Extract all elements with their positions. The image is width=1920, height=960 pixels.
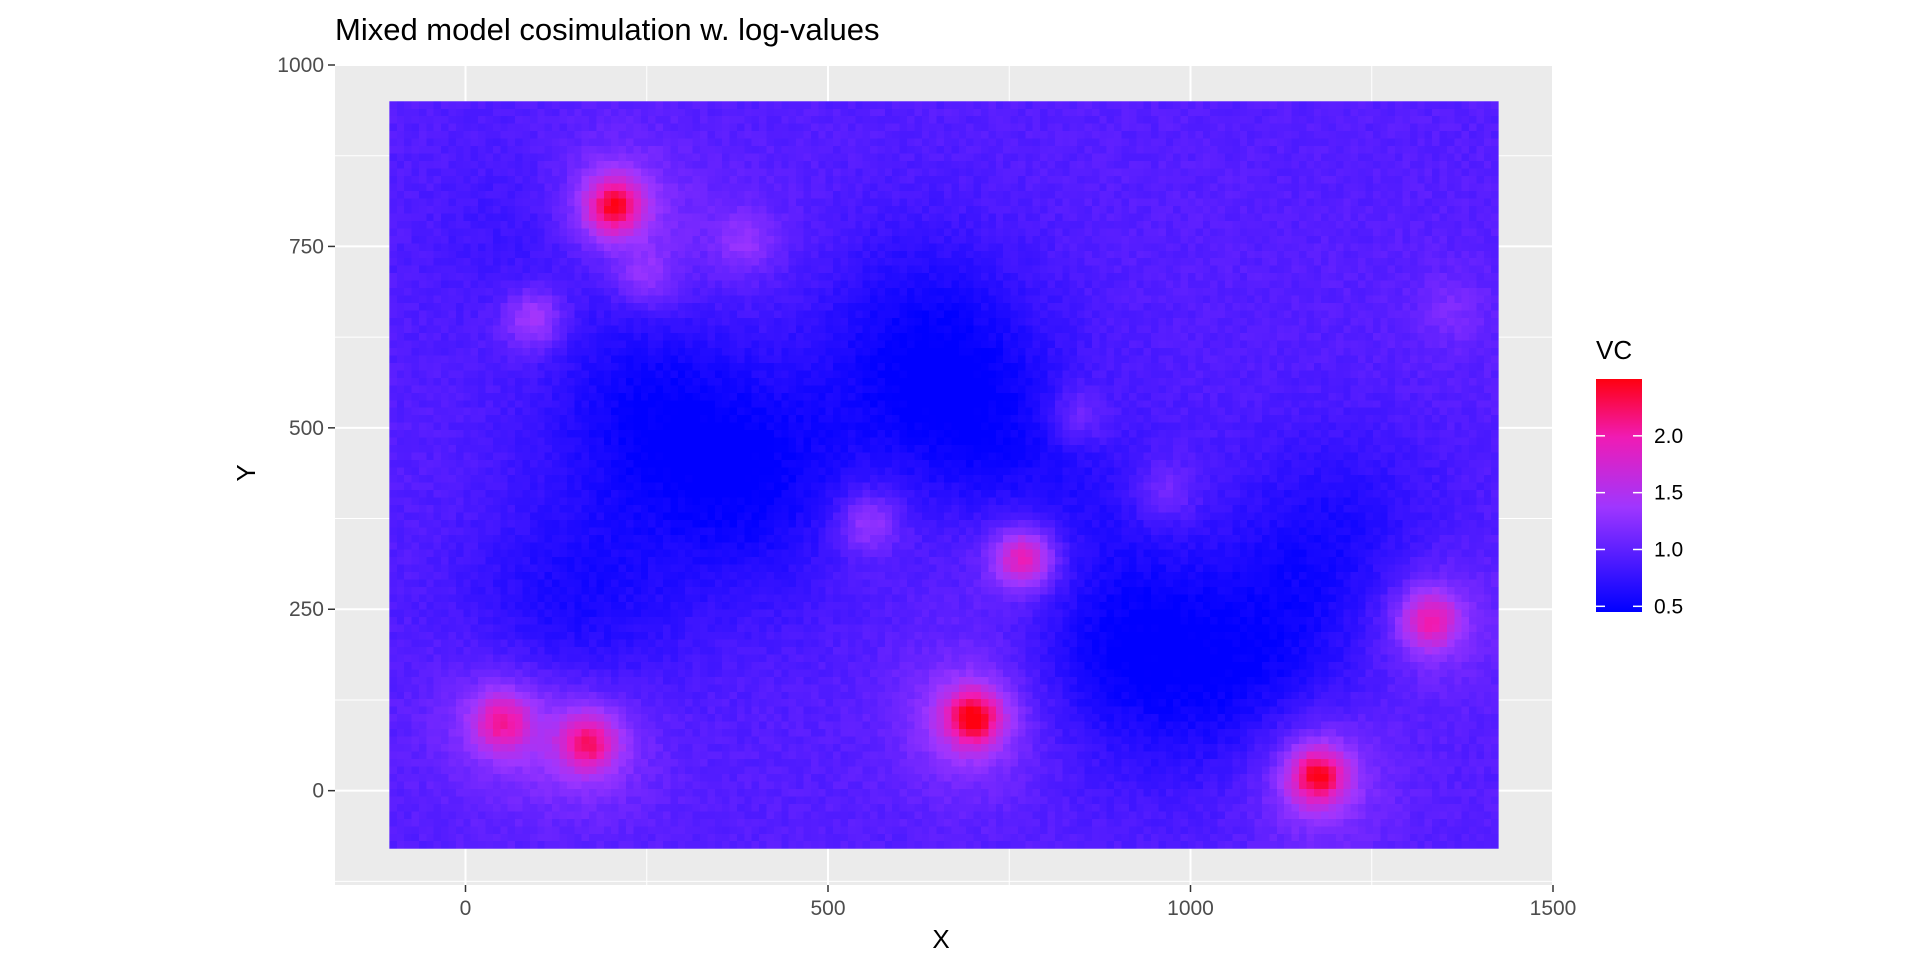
legend: VC 0.5 1.0 1.5 2.0: [1596, 335, 1683, 618]
legend-colorbar: [1596, 379, 1642, 612]
legend-label: 0.5: [1654, 595, 1683, 618]
y-axis-title: Y: [231, 464, 261, 481]
y-tick-label: 500: [289, 417, 324, 440]
legend-label: 1.5: [1654, 482, 1683, 505]
y-tick-label: 250: [289, 598, 324, 621]
x-tick-label: 1500: [1530, 897, 1577, 920]
legend-label: 2.0: [1654, 425, 1683, 448]
raster-layer: [389, 101, 1499, 849]
y-tick-label: 750: [289, 235, 324, 258]
x-tick-label: 0: [460, 897, 472, 920]
legend-title: VC: [1596, 335, 1632, 365]
y-tick-label: 0: [312, 780, 324, 803]
chart-title: Mixed model cosimulation w. log-values: [335, 12, 879, 47]
x-axis: 0 500 1000 1500: [460, 885, 1577, 920]
heatmap-raster: [389, 101, 1499, 849]
y-axis: 0 250 500 750 1000: [277, 54, 335, 803]
x-tick-label: 1000: [1167, 897, 1214, 920]
x-tick-label: 500: [810, 897, 845, 920]
y-tick-label: 1000: [277, 54, 324, 77]
legend-ticks: 0.5 1.0 1.5 2.0: [1596, 425, 1683, 618]
legend-label: 1.0: [1654, 538, 1683, 561]
x-axis-title: X: [932, 924, 949, 954]
